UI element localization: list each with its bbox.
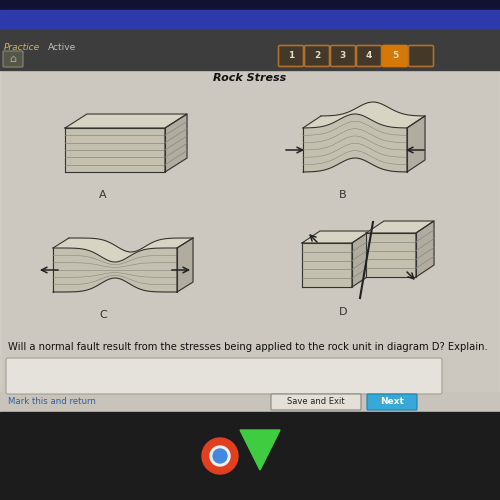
Bar: [0, 412, 500, 500]
Text: 3: 3: [340, 52, 346, 60]
Bar: [0, 70, 500, 412]
FancyBboxPatch shape: [356, 46, 382, 66]
Polygon shape: [240, 430, 280, 470]
Text: Rock Stress: Rock Stress: [214, 73, 286, 83]
FancyBboxPatch shape: [6, 358, 442, 394]
Text: Save and Exit: Save and Exit: [287, 398, 345, 406]
Polygon shape: [366, 221, 434, 233]
Text: 2: 2: [314, 52, 320, 60]
Text: ⌂: ⌂: [10, 54, 16, 64]
Text: A: A: [99, 190, 107, 200]
Polygon shape: [65, 114, 187, 128]
Circle shape: [210, 446, 230, 466]
Circle shape: [213, 449, 227, 463]
Polygon shape: [407, 116, 425, 172]
FancyBboxPatch shape: [367, 394, 417, 410]
Bar: [0, 10, 500, 30]
FancyBboxPatch shape: [304, 46, 330, 66]
Polygon shape: [65, 128, 165, 172]
Polygon shape: [303, 114, 407, 172]
Polygon shape: [302, 231, 370, 243]
Polygon shape: [416, 221, 434, 277]
Polygon shape: [302, 243, 352, 287]
Bar: [0, 30, 500, 70]
Polygon shape: [366, 233, 416, 277]
Text: 5: 5: [392, 52, 398, 60]
Text: Mark this and return: Mark this and return: [8, 398, 96, 406]
FancyBboxPatch shape: [3, 51, 23, 67]
Circle shape: [202, 438, 238, 474]
Polygon shape: [352, 231, 370, 287]
FancyBboxPatch shape: [408, 46, 434, 66]
Polygon shape: [165, 114, 187, 172]
Text: B: B: [339, 190, 347, 200]
Text: D: D: [339, 307, 347, 317]
Text: 1: 1: [288, 52, 294, 60]
Polygon shape: [177, 238, 193, 292]
Bar: [0, 392, 500, 412]
FancyBboxPatch shape: [271, 394, 361, 410]
Text: Practice: Practice: [4, 44, 40, 52]
Text: Will a normal fault result from the stresses being applied to the rock unit in d: Will a normal fault result from the stre…: [8, 342, 488, 352]
Polygon shape: [53, 238, 193, 262]
Bar: [0, 0, 500, 10]
Bar: [2, 72, 498, 410]
FancyBboxPatch shape: [382, 46, 407, 66]
Polygon shape: [303, 102, 425, 128]
Text: Next: Next: [380, 398, 404, 406]
FancyBboxPatch shape: [278, 46, 303, 66]
Text: Active: Active: [48, 44, 76, 52]
FancyBboxPatch shape: [330, 46, 355, 66]
Polygon shape: [53, 248, 177, 292]
Text: 4: 4: [366, 52, 372, 60]
Text: C: C: [99, 310, 107, 320]
